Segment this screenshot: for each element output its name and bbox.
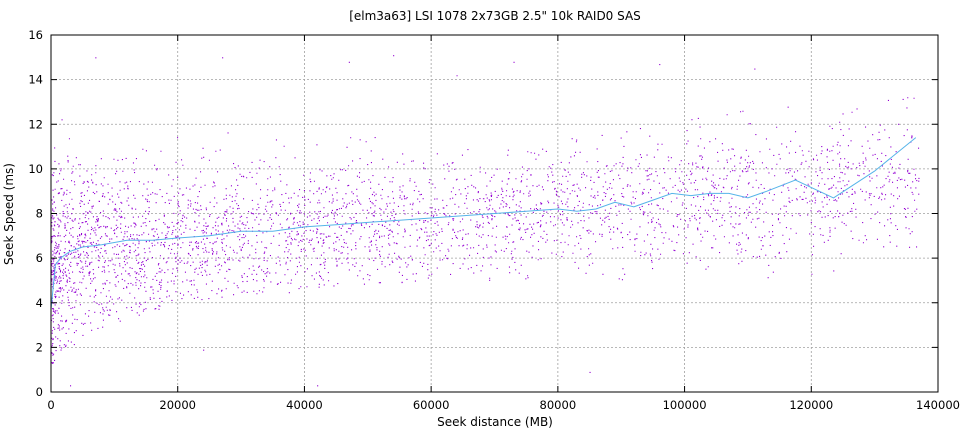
y-tick-label: 6 — [36, 251, 43, 265]
chart-title: [elm3a63] LSI 1078 2x73GB 2.5" 10k RAID0… — [349, 9, 641, 23]
y-tick-label: 0 — [36, 385, 43, 399]
x-tick-label: 120000 — [789, 398, 833, 412]
x-tick-label: 40000 — [286, 398, 323, 412]
x-tick-label: 100000 — [663, 398, 707, 412]
y-tick-label: 12 — [28, 117, 43, 131]
grid-lines — [51, 35, 938, 392]
y-tick-label: 8 — [36, 207, 43, 221]
y-tick-label: 4 — [36, 296, 43, 310]
y-tick-label: 14 — [28, 73, 43, 87]
x-tick-label: 140000 — [916, 398, 960, 412]
x-tick-label: 60000 — [413, 398, 450, 412]
y-axis-label: Seek Speed (ms) — [2, 163, 16, 265]
x-axis-label: Seek distance (MB) — [437, 415, 553, 429]
x-tick-label: 80000 — [540, 398, 577, 412]
x-tick-label: 20000 — [159, 398, 196, 412]
y-tick-label: 16 — [28, 28, 43, 42]
x-tick-label: 0 — [47, 398, 54, 412]
average-seek-line — [50, 137, 917, 310]
y-tick-label: 2 — [36, 340, 43, 354]
axis-ticks: 0 20000 40000 60000 80000 100000 120000 140000 0… — [28, 28, 960, 412]
y-tick-label: 10 — [28, 162, 43, 176]
